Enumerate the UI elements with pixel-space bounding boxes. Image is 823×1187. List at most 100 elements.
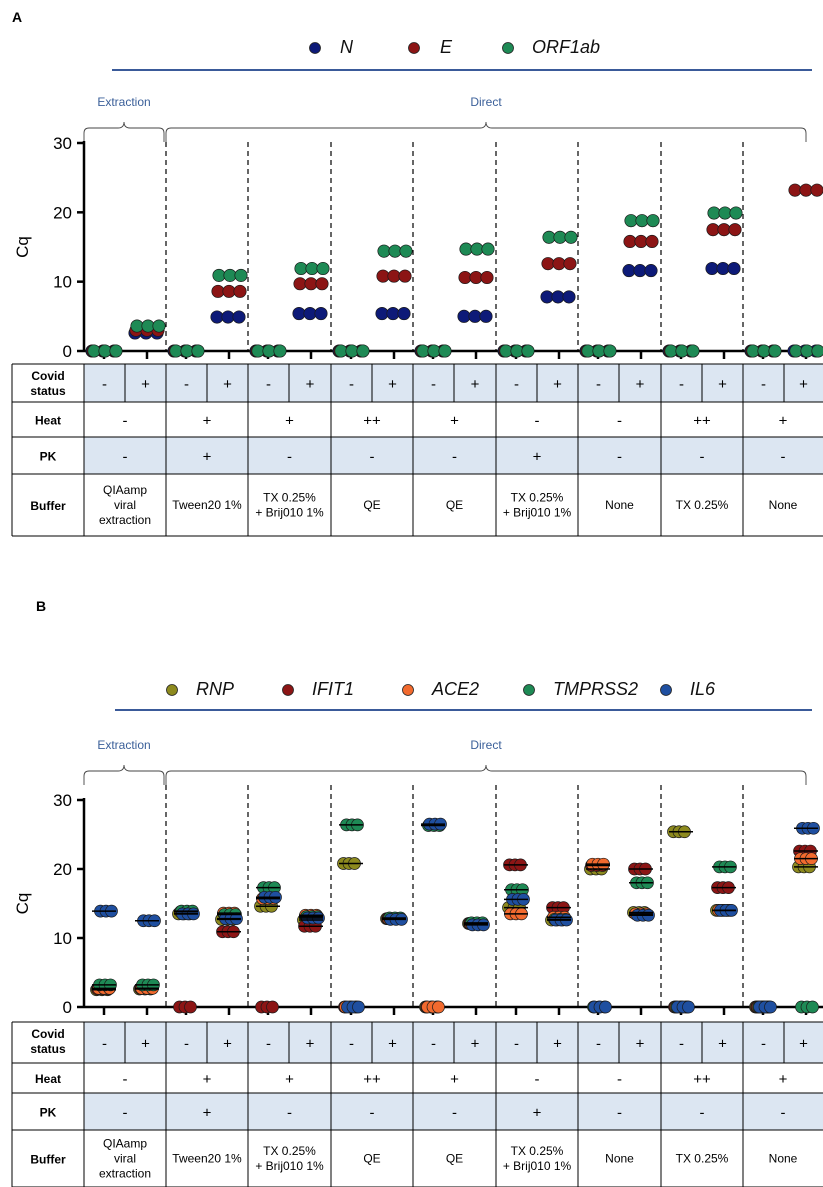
point-orf1ab — [416, 344, 430, 358]
point-e — [810, 183, 823, 197]
point-orf1ab — [334, 344, 348, 358]
covid-plus: + — [799, 1036, 808, 1053]
legend-marker-e — [408, 42, 420, 54]
heat-cell: - — [123, 1071, 128, 1088]
y-axis-label: Cq — [13, 893, 32, 915]
point-orf1ab — [223, 268, 237, 282]
covid-minus: - — [184, 1036, 189, 1053]
covid-minus: - — [514, 376, 519, 393]
buffer-cell: TX 0.25% — [511, 491, 564, 505]
point-il6 — [599, 1000, 612, 1014]
covid-minus: - — [761, 1036, 766, 1053]
point-n — [622, 264, 636, 278]
data-points — [90, 817, 820, 1014]
buffer-cell: QIAamp — [103, 1137, 147, 1151]
heat-cell: - — [535, 1071, 540, 1088]
point-e — [799, 183, 813, 197]
point-e — [728, 223, 742, 237]
point-orf1ab — [510, 344, 524, 358]
pk-cell: - — [700, 1105, 705, 1122]
point-orf1ab — [800, 344, 814, 358]
pk-cell: + — [533, 449, 542, 466]
row-label-buffer: Buffer — [30, 499, 66, 513]
point-n — [644, 264, 658, 278]
point-e — [376, 269, 390, 283]
legend-label-ifit1: IFIT1 — [312, 679, 354, 699]
point-orf1ab — [811, 344, 823, 358]
point-n — [727, 261, 741, 276]
panel-letter: A — [12, 9, 22, 25]
covid-plus: + — [223, 376, 232, 393]
point-n — [303, 307, 317, 321]
point-orf1ab — [98, 344, 112, 358]
pk-cell: - — [617, 1105, 622, 1122]
point-il6 — [682, 1000, 695, 1014]
heat-cell: + — [450, 413, 459, 430]
row-label-buffer: Buffer — [30, 1153, 66, 1167]
point-e — [623, 234, 637, 249]
pk-cell: - — [781, 449, 786, 466]
point-orf1ab — [564, 230, 578, 244]
point-orf1ab — [316, 261, 330, 276]
point-n — [397, 307, 411, 321]
point-orf1ab — [427, 344, 441, 358]
buffer-cell: QE — [446, 1152, 463, 1166]
covid-minus: - — [596, 376, 601, 393]
row-label-covid: Covid — [31, 1027, 64, 1041]
point-orf1ab — [768, 344, 782, 358]
y-tick-label: 30 — [53, 134, 72, 153]
legend-marker-ifit1 — [282, 684, 294, 696]
row-label-pk: PK — [40, 1106, 57, 1120]
covid-plus: + — [306, 1036, 315, 1053]
point-orf1ab — [141, 319, 155, 333]
legend-label-ace2: ACE2 — [431, 679, 479, 699]
point-e — [211, 284, 225, 298]
point-e — [293, 277, 307, 291]
legend-label-rnp: RNP — [196, 679, 234, 699]
covid-plus: + — [223, 1036, 232, 1053]
row-label-heat: Heat — [35, 414, 61, 428]
table-row-band — [84, 437, 823, 474]
point-n — [479, 309, 493, 323]
buffer-cell: viral — [114, 498, 136, 512]
point-tmprss2 — [806, 1000, 819, 1014]
covid-plus: + — [553, 376, 562, 393]
point-n — [562, 290, 576, 304]
buffer-cell: + Brij010 1% — [503, 506, 572, 520]
point-e — [788, 183, 802, 197]
buffer-cell: extraction — [99, 1167, 151, 1181]
buffer-cell: TX 0.25% — [676, 498, 729, 512]
pk-cell: - — [452, 449, 457, 466]
row-label-covid: status — [30, 1042, 66, 1056]
point-n — [551, 290, 565, 304]
point-e — [706, 223, 720, 237]
covid-plus: + — [471, 1036, 480, 1053]
y-tick-label: 10 — [53, 929, 72, 948]
heat-cell: + — [203, 413, 212, 430]
point-orf1ab — [438, 344, 452, 358]
buffer-cell: None — [605, 498, 634, 512]
covid-minus: - — [102, 376, 107, 393]
point-n — [386, 307, 400, 321]
point-orf1ab — [191, 344, 205, 358]
point-n — [221, 310, 235, 324]
point-e — [222, 284, 236, 298]
point-orf1ab — [130, 319, 144, 333]
point-il6 — [352, 1000, 365, 1014]
point-n — [633, 264, 647, 278]
bracket-direct-label: Direct — [470, 738, 502, 752]
buffer-cell: Tween20 1% — [172, 1152, 242, 1166]
point-orf1ab — [251, 344, 265, 358]
covid-minus: - — [514, 1036, 519, 1053]
heat-cell: - — [617, 1071, 622, 1088]
pk-cell: - — [700, 449, 705, 466]
bracket-extraction-label: Extraction — [97, 738, 150, 752]
y-tick-label: 20 — [53, 860, 72, 879]
covid-minus: - — [266, 376, 271, 393]
point-e — [304, 277, 318, 291]
point-e — [480, 270, 494, 285]
point-e — [398, 269, 412, 283]
point-e — [458, 270, 472, 285]
point-orf1ab — [757, 344, 771, 358]
point-orf1ab — [345, 344, 359, 358]
